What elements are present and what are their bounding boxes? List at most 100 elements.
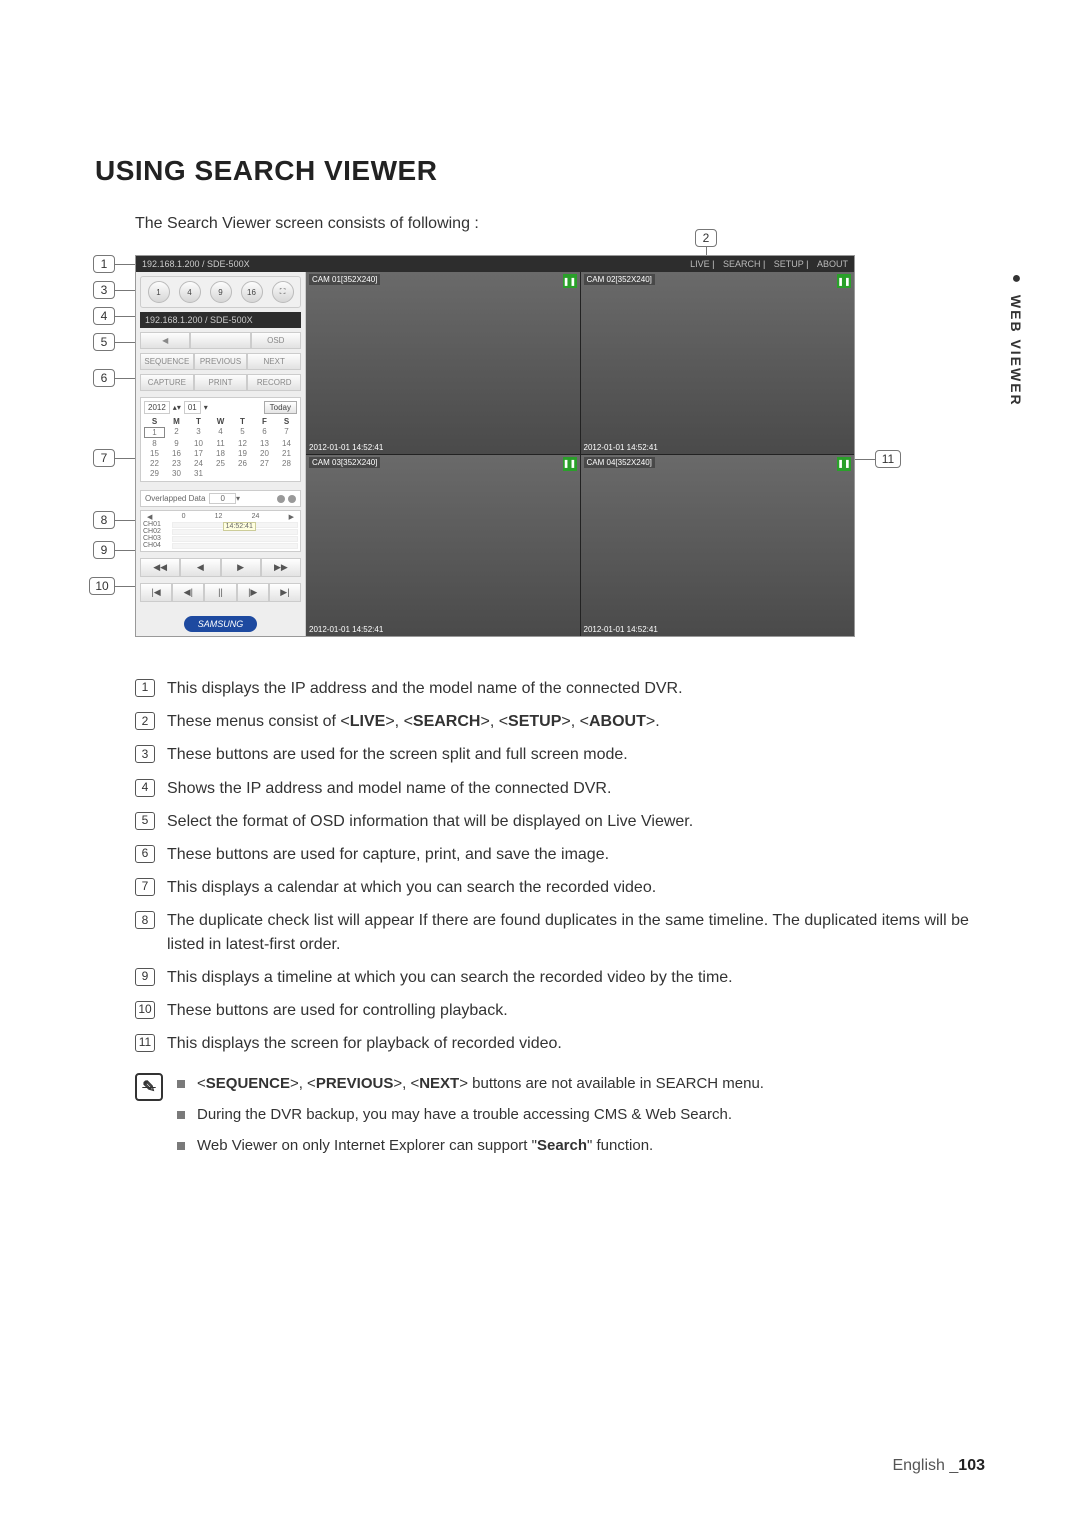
playback-button[interactable]: ◀◀ xyxy=(140,558,180,577)
playback-button[interactable]: ▶| xyxy=(269,583,301,602)
calendar-day[interactable]: 17 xyxy=(188,449,209,458)
tab-live[interactable]: LIVE xyxy=(690,259,710,269)
side-tab: ● WEB VIEWER xyxy=(1007,270,1025,407)
calendar-day[interactable]: 7 xyxy=(276,427,297,438)
camera-tile[interactable]: CAM 03[352X240]❚❚2012-01-01 14:52:41 xyxy=(306,455,580,637)
pause-icon[interactable]: ❚❚ xyxy=(837,457,851,471)
next-button[interactable]: NEXT xyxy=(247,353,301,370)
calendar-day[interactable]: 9 xyxy=(166,439,187,448)
timeline-row[interactable]: CH0214:52:41 xyxy=(143,528,298,535)
description-text: Shows the IP address and model name of t… xyxy=(167,777,611,800)
calendar-day[interactable]: 6 xyxy=(254,427,275,438)
camera-label: CAM 01[352X240] xyxy=(309,274,380,285)
overlap-dropdown[interactable]: 0 xyxy=(209,493,235,504)
calendar-day[interactable]: 28 xyxy=(276,459,297,468)
osd-button[interactable]: OSD xyxy=(251,332,301,349)
playback-button[interactable]: |◀ xyxy=(140,583,172,602)
calendar-day[interactable]: 4 xyxy=(210,427,231,438)
pause-icon[interactable]: ❚❚ xyxy=(837,274,851,288)
description-number: 1 xyxy=(135,679,155,697)
calendar-day[interactable]: 13 xyxy=(254,439,275,448)
calendar-year[interactable]: 2012 xyxy=(144,401,170,414)
leader-line xyxy=(855,459,875,460)
playback-button[interactable]: ▶ xyxy=(221,558,261,577)
playback-button[interactable]: ◀ xyxy=(180,558,220,577)
camera-tile[interactable]: CAM 01[352X240]❚❚2012-01-01 14:52:41 xyxy=(306,272,580,454)
description-item: 8The duplicate check list will appear If… xyxy=(135,909,985,955)
previous-button[interactable]: PREVIOUS xyxy=(194,353,248,370)
calendar-day[interactable]: 19 xyxy=(232,449,253,458)
calendar-day[interactable]: 22 xyxy=(144,459,165,468)
osd-prev-button[interactable]: ◀ xyxy=(140,332,190,349)
timeline-row[interactable]: CH03 xyxy=(143,535,298,542)
dropdown-icon[interactable]: ▾ xyxy=(204,403,208,412)
calendar-day[interactable] xyxy=(276,469,297,478)
calendar-day[interactable]: 31 xyxy=(188,469,209,478)
calendar-day[interactable] xyxy=(254,469,275,478)
pause-icon[interactable]: ❚❚ xyxy=(563,274,577,288)
calendar-day[interactable]: 15 xyxy=(144,449,165,458)
calendar-day[interactable]: 8 xyxy=(144,439,165,448)
playback-button[interactable]: ▶▶ xyxy=(261,558,301,577)
camera-tile[interactable]: CAM 04[352X240]❚❚2012-01-01 14:52:41 xyxy=(581,455,855,637)
fullscreen-button[interactable]: ⛶ xyxy=(272,281,294,303)
calendar-day[interactable] xyxy=(210,469,231,478)
calendar-day[interactable]: 21 xyxy=(276,449,297,458)
calendar-day[interactable]: 20 xyxy=(254,449,275,458)
callout-8: 8 xyxy=(93,511,115,529)
split-4-button[interactable]: 4 xyxy=(179,281,201,303)
record-button[interactable]: RECORD xyxy=(247,374,301,391)
tab-setup[interactable]: SETUP xyxy=(774,259,804,269)
timeline-bar[interactable] xyxy=(172,536,298,542)
calendar-day[interactable]: 16 xyxy=(166,449,187,458)
sequence-button[interactable]: SEQUENCE xyxy=(140,353,194,370)
calendar[interactable]: 2012 ▴▾ 01 ▾ Today SMTWTFS12345678910111… xyxy=(140,397,301,482)
timeline-bar[interactable]: 14:52:41 xyxy=(172,529,298,535)
split-16-button[interactable]: 16 xyxy=(241,281,263,303)
calendar-day[interactable]: 14 xyxy=(276,439,297,448)
capture-button[interactable]: CAPTURE xyxy=(140,374,194,391)
calendar-day[interactable]: 27 xyxy=(254,459,275,468)
calendar-day[interactable]: 30 xyxy=(166,469,187,478)
calendar-day[interactable] xyxy=(232,469,253,478)
calendar-day[interactable]: 24 xyxy=(188,459,209,468)
split-9-button[interactable]: 9 xyxy=(210,281,232,303)
split-1-button[interactable]: 1 xyxy=(148,281,170,303)
timeline-row[interactable]: CH04 xyxy=(143,542,298,549)
spinner-icon[interactable]: ▴▾ xyxy=(173,403,181,412)
calendar-day[interactable]: 2 xyxy=(166,427,187,438)
timeline-bar[interactable] xyxy=(172,543,298,549)
calendar-day[interactable]: 5 xyxy=(232,427,253,438)
note-text: Web Viewer on only Internet Explorer can… xyxy=(197,1135,653,1156)
callout-5: 5 xyxy=(93,333,115,351)
calendar-day[interactable]: 1 xyxy=(144,427,165,438)
timeline-arrow-left[interactable]: ◀ xyxy=(147,513,152,521)
calendar-day[interactable]: 25 xyxy=(210,459,231,468)
calendar-day[interactable]: 3 xyxy=(188,427,209,438)
calendar-day[interactable]: 10 xyxy=(188,439,209,448)
print-button[interactable]: PRINT xyxy=(194,374,248,391)
playback-button[interactable]: ◀| xyxy=(172,583,204,602)
calendar-grid[interactable]: SMTWTFS123456789101112131415161718192021… xyxy=(144,417,297,478)
calendar-day[interactable]: 29 xyxy=(144,469,165,478)
calendar-day[interactable]: 12 xyxy=(232,439,253,448)
playback-button[interactable]: || xyxy=(204,583,236,602)
tab-about[interactable]: ABOUT xyxy=(817,259,848,269)
calendar-day-header: S xyxy=(276,417,297,426)
playback-button[interactable]: |▶ xyxy=(237,583,269,602)
timeline-arrow-right[interactable]: ▶ xyxy=(289,513,294,521)
tab-search[interactable]: SEARCH xyxy=(723,259,761,269)
nav-row: SEQUENCE PREVIOUS NEXT xyxy=(140,353,301,370)
calendar-month[interactable]: 01 xyxy=(184,401,201,414)
calendar-day[interactable]: 23 xyxy=(166,459,187,468)
today-button[interactable]: Today xyxy=(264,401,297,414)
dropdown-icon[interactable]: ▾ xyxy=(236,494,240,503)
camera-tile[interactable]: CAM 02[352X240]❚❚2012-01-01 14:52:41 xyxy=(581,272,855,454)
timeline[interactable]: ◀ 0 12 24 ▶ CH01CH0214:52:41CH03CH04 xyxy=(140,510,301,552)
calendar-day[interactable]: 26 xyxy=(232,459,253,468)
pause-icon[interactable]: ❚❚ xyxy=(563,457,577,471)
calendar-day[interactable]: 11 xyxy=(210,439,231,448)
timeline-channel-label: CH01 xyxy=(143,521,169,528)
timeline-row[interactable]: CH01 xyxy=(143,521,298,528)
calendar-day[interactable]: 18 xyxy=(210,449,231,458)
